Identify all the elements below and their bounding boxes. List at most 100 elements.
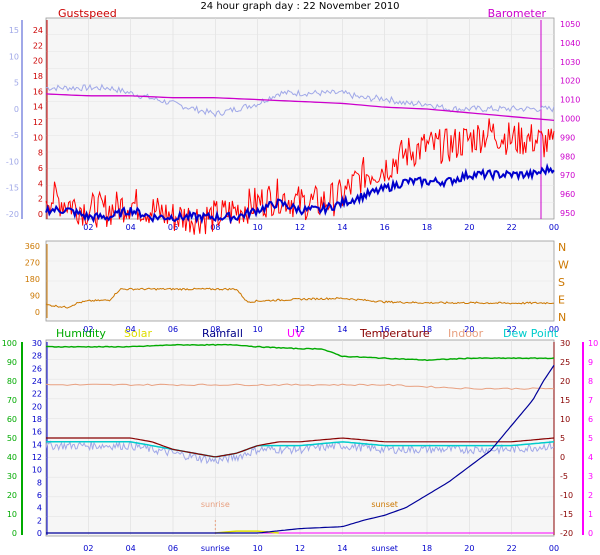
compass-label: E <box>558 294 565 307</box>
sunrise-label: sunrise <box>201 500 230 509</box>
dew-point-line <box>46 441 555 458</box>
temperature-tick-label: -20 <box>560 529 573 538</box>
legend-gustspeed: Gustspeed <box>58 7 117 20</box>
left-tick-label: 20 <box>33 57 43 66</box>
left-tick-label: 0 <box>38 210 43 219</box>
top-x-tick-label: 10 <box>253 223 263 232</box>
rainfall-tick-label: 16 <box>32 428 42 437</box>
mid-gridlines <box>46 241 554 321</box>
humidity-tick-label: 10 <box>7 510 17 519</box>
humidity-tick-label: 90 <box>7 358 17 367</box>
far-left-tick-label: -15 <box>6 184 19 193</box>
humidity-tick-label: 50 <box>7 434 17 443</box>
far-left-tick-label: 0 <box>14 105 19 114</box>
rainfall-tick-label: 12 <box>32 453 42 462</box>
left-tick-label: 24 <box>33 26 43 35</box>
bottom-gridlines <box>46 340 554 536</box>
uv-tick-label: 2 <box>588 491 593 500</box>
bottom-x-tick-label: 12 <box>295 544 305 553</box>
left-tick-label: 10 <box>33 133 43 142</box>
bottom-x-tick-label: 00 <box>549 544 559 553</box>
rainfall-tick-label: 26 <box>32 364 42 373</box>
right-tick-label: 1000 <box>560 115 580 124</box>
temperature-line <box>46 437 555 458</box>
far-left-tick-label: -10 <box>6 157 19 166</box>
mid-x-tick-label: 22 <box>507 325 517 334</box>
humidity-tick-label: 40 <box>7 453 17 462</box>
rainfall-tick-label: 8 <box>37 478 42 487</box>
page-title: 24 hour graph day : 22 November 2010 <box>200 1 399 12</box>
rainfall-tick-label: 20 <box>32 402 42 411</box>
mid-series <box>45 287 555 309</box>
top-x-tick-label: 08 <box>210 223 220 232</box>
rainfall-tick-label: 22 <box>32 390 42 399</box>
bottom-x-tick-label: 14 <box>337 544 347 553</box>
right-tick-label: 1010 <box>560 96 580 105</box>
mid-left-tick-label: 360 <box>25 242 40 251</box>
right-tick-label: 1020 <box>560 77 580 86</box>
rainfall-tick-label: 4 <box>37 504 42 513</box>
wind-direction-line <box>45 287 555 309</box>
right-tick-label: 950 <box>560 209 575 218</box>
rainfall-tick-label: 6 <box>37 491 42 500</box>
compass-label: N <box>558 241 566 254</box>
mid-x-tick-label: 14 <box>337 325 347 334</box>
temperature-tick-label: 20 <box>560 377 570 386</box>
legend-indoor: Indoor <box>448 327 484 340</box>
legend-solar: Solar <box>124 327 153 340</box>
bottom-x-tick-label: 04 <box>126 544 136 553</box>
uv-tick-label: 8 <box>588 377 593 386</box>
mid-x-tick-label: 08 <box>210 325 220 334</box>
rainfall-tick-label: 28 <box>32 352 42 361</box>
temperature-line <box>45 83 555 118</box>
right-tick-label: 960 <box>560 190 575 199</box>
temperature-tick-label: 15 <box>560 396 570 405</box>
right-tick-label: 1040 <box>560 39 580 48</box>
uv-tick-label: 10 <box>588 339 598 348</box>
temperature-tick-label: -10 <box>560 491 573 500</box>
legend-rainfall: Rainfall <box>202 327 243 340</box>
humidity-tick-label: 80 <box>7 377 17 386</box>
temperature-tick-labels: 30 25 20 15 10 5 0 -5 -10 -15 -20 <box>560 339 573 538</box>
top-x-tick-label: 02 <box>83 223 93 232</box>
rainfall-tick-label: 14 <box>32 440 42 449</box>
far-left-tick-labels: 15 10 5 0 -5 -10 -15 -20 <box>6 26 19 219</box>
right-tick-label: 980 <box>560 152 575 161</box>
right-tick-label: 1050 <box>560 20 580 29</box>
far-left-tick-label: 5 <box>14 79 19 88</box>
far-left-tick-label: 15 <box>9 26 19 35</box>
far-left-tick-label: 10 <box>9 52 19 61</box>
right-tick-label: 990 <box>560 133 575 142</box>
temperature-tick-label: 5 <box>560 434 565 443</box>
mid-x-tick-label: 02 <box>83 325 93 334</box>
uv-tick-label: 3 <box>588 472 593 481</box>
humidity-tick-label: 60 <box>7 415 17 424</box>
mid-x-tick-label: 06 <box>168 325 178 334</box>
humidity-tick-label: 70 <box>7 396 17 405</box>
left-tick-label: 12 <box>33 118 43 127</box>
uv-tick-label: 5 <box>588 434 593 443</box>
sunset-label: sunset <box>371 500 398 509</box>
uv-tick-label: 1 <box>588 510 593 519</box>
left-tick-label: 4 <box>38 179 43 188</box>
top-series <box>45 83 555 235</box>
mid-x-tick-label: 04 <box>126 325 136 334</box>
mid-x-tick-labels: 02 04 06 08 10 12 14 16 18 20 22 00 <box>83 325 559 334</box>
top-x-tick-labels: 02 04 06 08 10 12 14 16 18 20 22 00 <box>83 223 559 232</box>
bottom-legend: Humidity Solar Rainfall UV Temperature Indoor… <box>56 327 559 340</box>
left-tick-label: 22 <box>33 41 43 50</box>
bottom-x-tick-label: sunrise <box>201 544 230 553</box>
rainfall-tick-label: 0 <box>37 529 42 538</box>
rainfall-line <box>46 364 555 534</box>
top-x-tick-label: 06 <box>168 223 178 232</box>
rainfall-tick-label: 24 <box>32 377 42 386</box>
compass-label: S <box>558 276 565 289</box>
bottom-x-tick-label: 18 <box>422 544 432 553</box>
mid-left-tick-label: 90 <box>30 292 40 301</box>
mid-x-tick-label: 18 <box>422 325 432 334</box>
top-gridlines <box>46 18 554 219</box>
